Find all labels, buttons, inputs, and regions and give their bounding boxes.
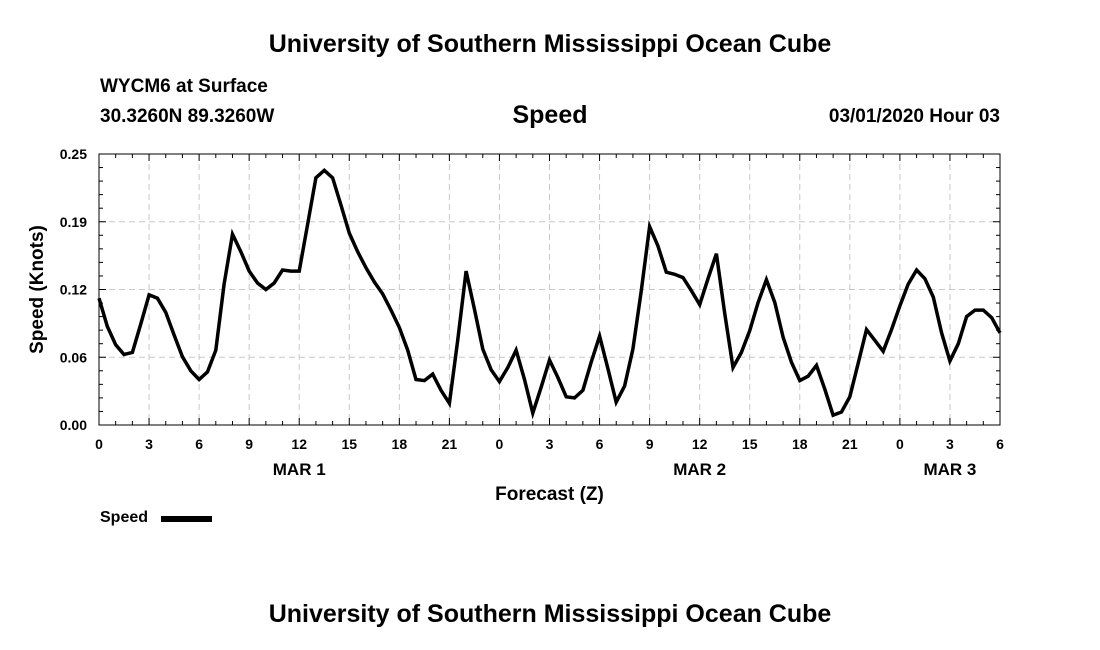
y-axis-label: Speed (Knots) — [27, 225, 48, 354]
x-tick-label: 3 — [145, 436, 153, 452]
x-tick-label: 0 — [496, 436, 504, 452]
x-tick-label: 18 — [392, 436, 408, 452]
x-tick-label: 6 — [996, 436, 1004, 452]
station-label: WYCM6 at Surface — [100, 76, 268, 97]
x-tick-label: 12 — [692, 436, 708, 452]
x-tick-label: 3 — [946, 436, 954, 452]
footer-title: University of Southern Mississippi Ocean… — [268, 600, 832, 628]
date-label: MAR 2 — [673, 460, 726, 479]
y-tick-label: 0.06 — [60, 349, 87, 365]
chart-title: Speed — [512, 101, 588, 129]
x-tick-label: 21 — [842, 436, 858, 452]
coordinates-label: 30.3260N 89.3260W — [100, 106, 275, 127]
grid-lines — [99, 154, 1000, 425]
x-tick-label: 18 — [792, 436, 808, 452]
x-tick-label: 9 — [245, 436, 253, 452]
legend-label: Speed — [100, 509, 149, 526]
x-axis-label: Forecast (Z) — [495, 484, 604, 505]
y-tick-label: 0.00 — [60, 417, 87, 433]
axis-labels: 0 3 6 9 12 15 18 21 0 3 6 9 12 15 18 21 0 3 6 0.00 0.06 0.12 0… — [27, 146, 1004, 505]
date-label: MAR 3 — [923, 460, 976, 479]
x-tick-label: 6 — [596, 436, 604, 452]
x-tick-label: 15 — [742, 436, 758, 452]
y-tick-label: 0.12 — [60, 282, 87, 298]
x-tick-label: 6 — [195, 436, 203, 452]
forecast-timestamp: 03/01/2020 Hour 03 — [828, 106, 1000, 127]
series-layer — [97, 167, 1002, 420]
series-line-speed — [97, 167, 1002, 420]
date-label: MAR 1 — [273, 460, 326, 479]
chart-axes — [98, 153, 1001, 426]
x-tick-label: 3 — [546, 436, 554, 452]
x-tick-label: 0 — [896, 436, 904, 452]
x-tick-label: 0 — [95, 436, 103, 452]
legend-swatch — [161, 516, 212, 522]
x-tick-label: 9 — [646, 436, 654, 452]
x-tick-label: 12 — [291, 436, 307, 452]
x-tick-label: 15 — [341, 436, 357, 452]
x-tick-label: 21 — [442, 436, 458, 452]
y-tick-label: 0.25 — [60, 146, 87, 162]
y-tick-label: 0.19 — [60, 214, 87, 230]
page-title: University of Southern Mississippi Ocean… — [268, 30, 832, 58]
